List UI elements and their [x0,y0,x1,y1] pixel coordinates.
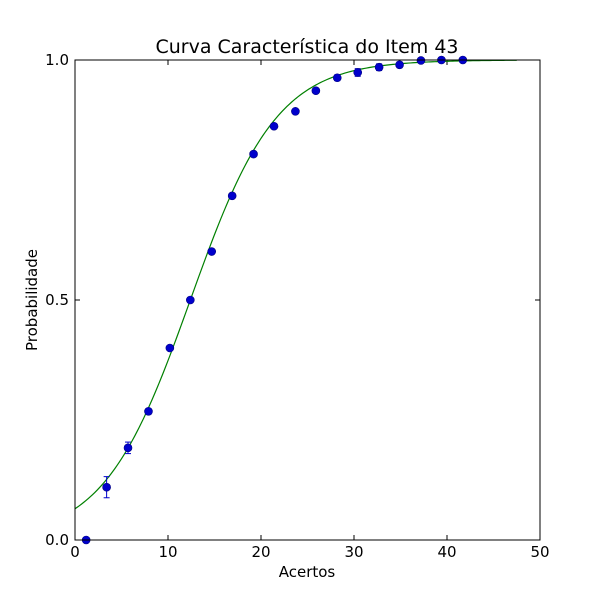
chart-title: Curva Característica do Item 43 [155,36,458,58]
x-tick-label: 10 [158,543,177,561]
x-axis-label: Acertos [279,563,336,581]
y-tick-label: 0.5 [45,291,69,309]
plot-layer: 0 10 20 30 40 50 0.0 0.5 1.0 [45,51,549,561]
data-point [353,68,363,77]
data-point [269,121,279,131]
x-tick-label: 40 [437,543,456,561]
data-point [311,86,321,96]
data-point [332,73,342,83]
data-point [227,191,237,201]
y-tick-label: 0.0 [45,531,69,549]
x-tick-label: 20 [251,543,270,561]
data-point [291,107,300,116]
data-point [165,343,175,353]
y-axis-label: Probabilidade [23,249,41,351]
data-point [207,247,217,256]
data-point [102,482,111,492]
data-point [186,295,195,305]
data-point [144,407,153,416]
data-point [374,62,384,72]
x-tick-label: 0 [70,543,80,561]
x-tick-label: 50 [530,543,549,561]
plot-frame [74,59,541,541]
data-point [123,443,133,453]
data-point [249,149,258,159]
fitted-curve-line [74,59,517,510]
y-tick-label: 1.0 [45,51,69,69]
data-point [395,60,404,70]
x-tick-label: 30 [344,543,363,561]
